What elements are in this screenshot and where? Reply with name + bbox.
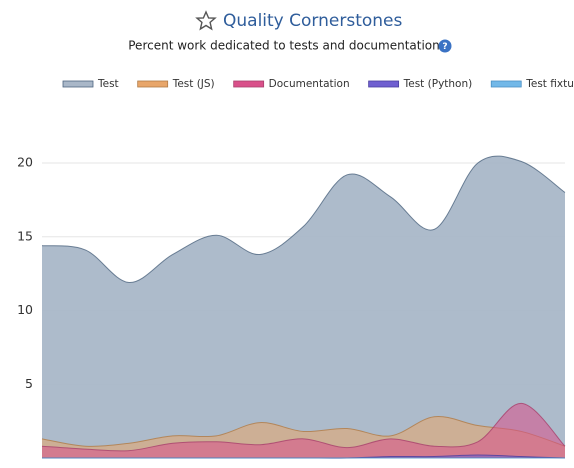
area-line [41, 402, 566, 452]
area-line [41, 415, 566, 447]
legend-swatch [233, 80, 265, 88]
help-icon[interactable]: ? [438, 39, 452, 53]
area [42, 455, 565, 459]
legend-label: Documentation [269, 78, 350, 90]
legend-swatch [368, 80, 400, 88]
legend-swatch [62, 80, 94, 88]
svg-text:?: ? [442, 42, 447, 52]
y-tick-label: 5 [25, 376, 33, 391]
chart-title: Quality Cornerstones [223, 11, 402, 31]
legend-swatch [490, 80, 522, 88]
chart-subtitle: Percent work dedicated to tests and docu… [128, 39, 440, 53]
y-tick-label: 10 [17, 302, 33, 317]
legend-label: Test [97, 78, 119, 90]
y-tick-label: 15 [17, 228, 33, 243]
star-icon[interactable] [195, 10, 217, 31]
legend-label: Test fixture [525, 78, 574, 90]
area [42, 403, 565, 458]
legend-label: Test (JS) [172, 78, 215, 90]
legend-label: Test (Python) [403, 78, 473, 90]
y-tick-label: 20 [17, 155, 33, 170]
area-line [41, 155, 566, 283]
legend-swatch [137, 80, 169, 88]
area [42, 156, 565, 458]
